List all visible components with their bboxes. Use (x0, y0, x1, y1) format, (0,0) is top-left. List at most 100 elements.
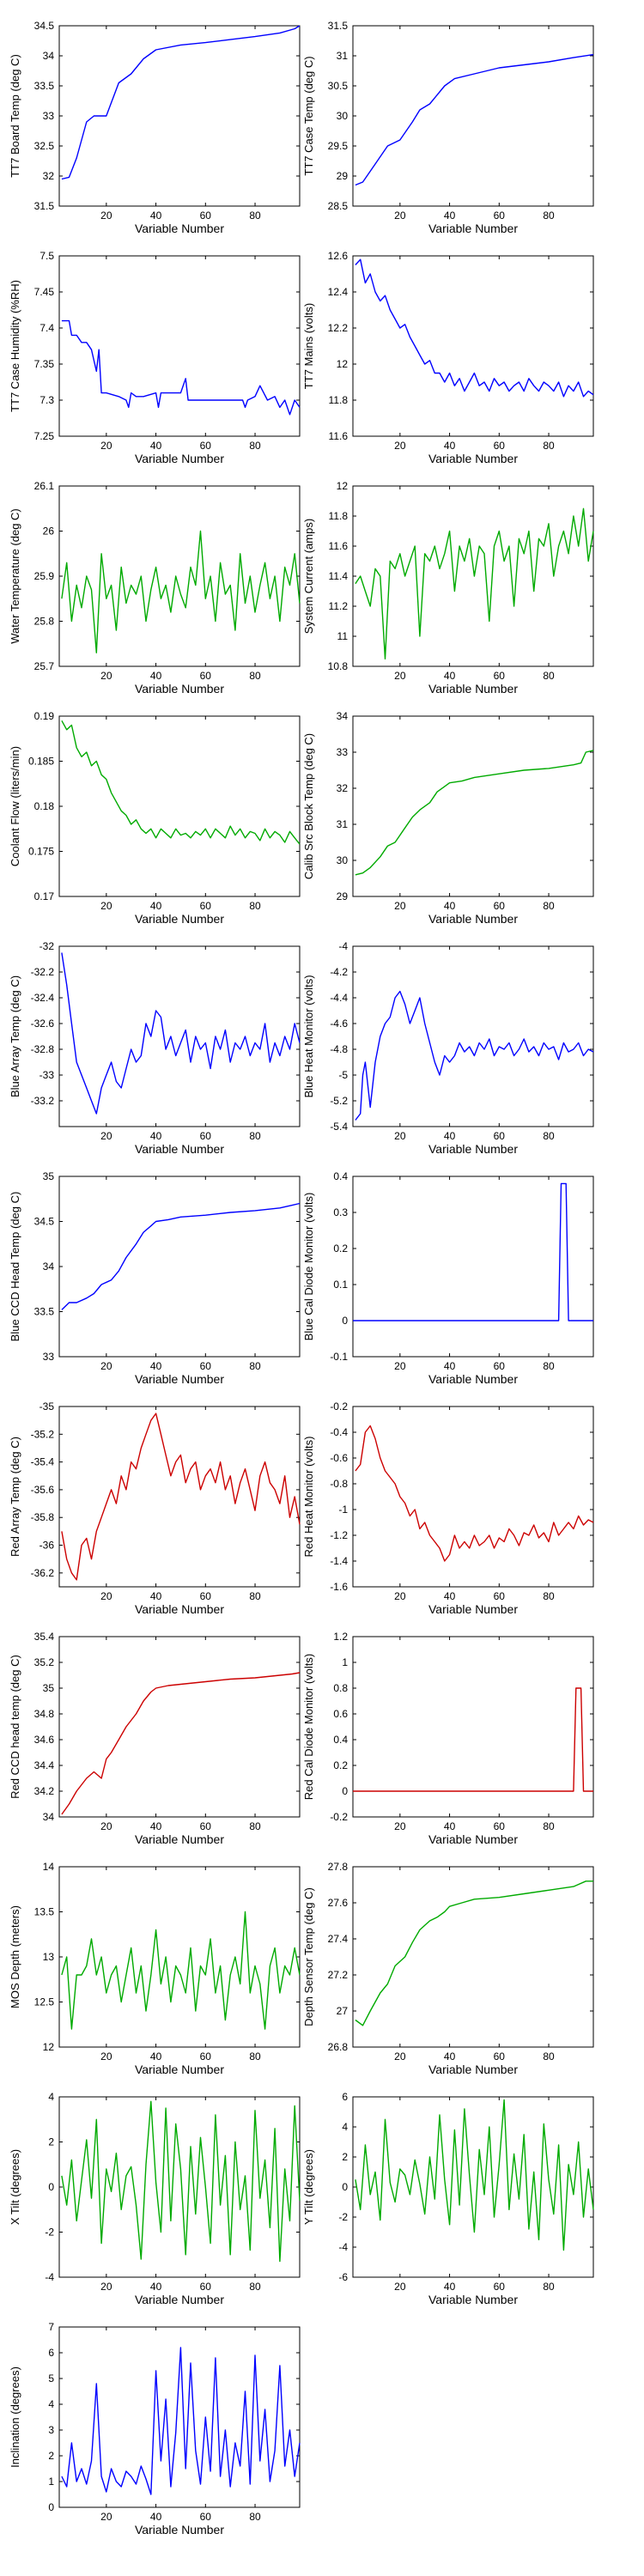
y-tick-label: -0.2 (330, 1400, 348, 1413)
x-axis-label: Variable Number (428, 1602, 518, 1616)
x-tick-label: 80 (249, 1360, 261, 1372)
x-tick-label: 60 (494, 1820, 506, 1832)
chart-panel-17: 20 40 60 80 12 12.5 13 13.5 14 Variable Number MOS… (9, 1861, 301, 2076)
y-tick-label: 4 (342, 2121, 348, 2133)
y-axis-label: Blue CCD Head Temp (deg C) (9, 1192, 21, 1342)
y-tick-label: 31 (337, 818, 349, 830)
x-tick-label: 60 (200, 1360, 212, 1372)
x-tick-label: 80 (543, 1360, 555, 1372)
y-tick-label: 5 (48, 2372, 54, 2385)
y-tick-label: -32.4 (31, 992, 55, 1004)
x-tick-label: 40 (150, 2281, 162, 2293)
y-tick-label: 10.8 (328, 660, 349, 672)
y-tick-label: 35.4 (34, 1631, 55, 1643)
x-tick-label: 60 (200, 210, 212, 222)
y-tick-label: -0.1 (330, 1351, 348, 1363)
chart-panel-4: 20 40 60 80 11.6 11.8 12 12.2 12.4 12.6 Variable N… (302, 250, 594, 465)
y-tick-label: -35.8 (31, 1511, 55, 1523)
y-axis-label: Coolant Flow (liters/min) (9, 746, 21, 866)
plot-frame (352, 25, 594, 207)
y-tick-label: -5.2 (330, 1095, 348, 1107)
y-tick-label: 34.5 (34, 20, 55, 32)
y-tick-label: 34 (43, 1811, 55, 1823)
chart-panel-19: 20 40 60 80 -4 -2 0 2 4 Variable Number X Tilt (de… (9, 2091, 301, 2306)
y-tick-label: 11.8 (329, 510, 349, 522)
x-axis-label: Variable Number (135, 2523, 224, 2537)
x-tick-label: 20 (100, 2511, 112, 2523)
data-series-line (61, 1672, 301, 1815)
y-tick-label: 32 (43, 170, 55, 182)
x-tick-label: 20 (100, 210, 112, 222)
data-series-line (61, 720, 301, 845)
x-tick-label: 60 (494, 1360, 506, 1372)
x-tick-label: 20 (394, 440, 406, 452)
x-tick-label: 80 (249, 210, 261, 222)
x-tick-label: 60 (494, 670, 506, 682)
y-tick-label: 0.18 (34, 800, 55, 812)
y-tick-label: 0.8 (333, 1682, 348, 1694)
x-tick-label: 40 (150, 1360, 162, 1372)
y-tick-label: -4.4 (330, 992, 348, 1004)
y-tick-label: -33 (39, 1069, 55, 1081)
y-axis-label: Blue Cal Diode Monitor (volts) (302, 1193, 315, 1341)
y-tick-label: 27.8 (328, 1861, 349, 1873)
plot-frame (352, 1176, 594, 1358)
plot-frame (58, 255, 301, 437)
y-tick-label: 0.6 (333, 1708, 348, 1720)
y-tick-label: 7.35 (34, 358, 55, 370)
x-tick-label: 80 (543, 900, 555, 912)
x-tick-label: 80 (249, 670, 261, 682)
x-axis-label: Variable Number (428, 2293, 518, 2306)
x-tick-label: 60 (200, 900, 212, 912)
y-tick-label: 30 (337, 854, 349, 866)
data-series-line (61, 530, 301, 653)
x-tick-label: 40 (150, 1590, 162, 1602)
x-tick-label: 40 (444, 210, 456, 222)
x-tick-label: 20 (394, 2050, 406, 2063)
y-tick-label: -32.8 (31, 1043, 55, 1055)
y-tick-label: 30 (337, 110, 349, 122)
x-tick-label: 60 (200, 2511, 212, 2523)
y-tick-label: -36.2 (31, 1567, 55, 1579)
x-axis-label: Variable Number (428, 1832, 518, 1846)
y-tick-label: -35 (39, 1400, 55, 1413)
y-tick-label: 27.6 (328, 1897, 349, 1909)
plot-frame (352, 715, 594, 897)
x-tick-label: 40 (150, 670, 162, 682)
y-tick-label: -32.2 (31, 966, 55, 978)
x-tick-label: 20 (100, 670, 112, 682)
x-tick-label: 60 (494, 210, 506, 222)
y-tick-label: 11.6 (329, 540, 349, 552)
plot-frame (58, 2326, 301, 2508)
y-tick-label: 34 (43, 1261, 55, 1273)
x-tick-label: 40 (150, 2050, 162, 2063)
chart-panel-1: 20 40 60 80 31.5 32 32.5 33 33.5 34 34.5 Variable N… (9, 20, 301, 235)
y-tick-label: 0.185 (28, 756, 54, 768)
chart-panel-8: 20 40 60 80 29 30 31 32 33 34 Variable Number Calib… (302, 710, 594, 926)
x-tick-label: 40 (150, 900, 162, 912)
chart-panel-7: 20 40 60 80 0.17 0.175 0.18 0.185 0.19 Variable N… (9, 710, 301, 926)
x-axis-label: Variable Number (135, 2293, 224, 2306)
y-axis-label: TT7 Mains (volts) (302, 303, 315, 389)
x-tick-label: 20 (394, 1820, 406, 1832)
x-axis-label: Variable Number (135, 1372, 224, 1386)
y-tick-label: 25.8 (34, 616, 55, 628)
y-tick-label: -33.2 (31, 1095, 55, 1107)
data-series-line (61, 1911, 301, 2030)
chart-panel-20: 20 40 60 80 -6 -4 -2 0 2 4 6 Variable Number Y Tilt … (302, 2091, 594, 2306)
y-tick-label: 12.4 (328, 286, 349, 298)
y-tick-label: -35.6 (31, 1484, 55, 1496)
y-axis-label: TT7 Case Temp (deg C) (302, 56, 315, 175)
chart-panel-11: 20 40 60 80 33 33.5 34 34.5 35 Variable Number Blu… (9, 1170, 301, 1386)
y-tick-label: 0.17 (34, 890, 55, 902)
y-tick-label: 25.9 (34, 570, 55, 582)
x-tick-label: 80 (543, 2050, 555, 2063)
y-tick-label: -1.2 (330, 1529, 348, 1541)
y-tick-label: -4.2 (330, 966, 348, 978)
y-tick-label: 7.25 (34, 430, 55, 442)
y-tick-label: 31 (337, 50, 349, 62)
y-tick-label: 35 (43, 1170, 55, 1182)
x-tick-label: 80 (249, 1590, 261, 1602)
y-tick-label: 6 (342, 2091, 348, 2103)
y-axis-label: System Current (amps) (302, 519, 315, 634)
